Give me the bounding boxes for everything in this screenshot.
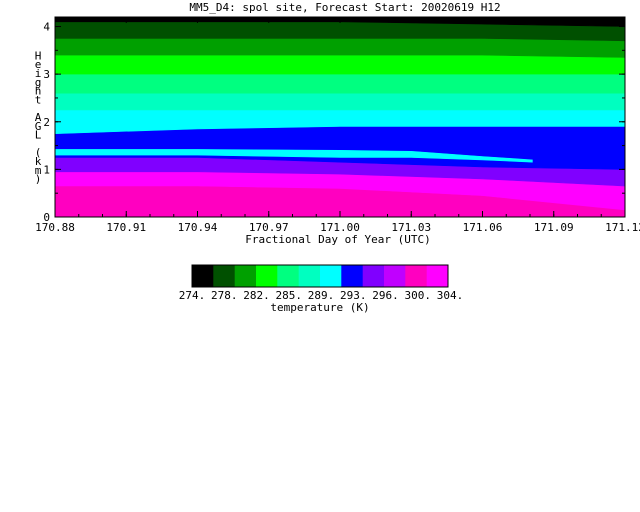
colorbar: 274. 278. 282. 285. 289. 293. 296. 300. 304. [179,264,464,302]
y-tick-label: 2 [43,116,50,129]
colorbar-swatch [256,265,278,287]
x-axis: 170.88 170.91 170.94 170.97 171.00 171.03 171.… [35,17,640,234]
y-axis-label-char: h [35,85,42,98]
chart-title: MM5_D4: spol site, Forecast Start: 20020… [189,1,500,14]
colorbar-tick-label: 296. [372,289,399,302]
y-tick-label: 0 [43,211,50,224]
colorbar-swatch [277,265,300,287]
y-axis-label-char: G [35,120,42,133]
x-tick-label: 170.91 [106,221,146,234]
y-tick-label: 3 [43,68,50,81]
y-axis: 0 1 2 3 4 [43,21,625,224]
colorbar-tick-label: 293. [340,289,367,302]
contour-band-5 [54,92,626,111]
x-axis-label: Fractional Day of Year (UTC) [245,233,430,246]
y-axis-label-char: ) [35,173,42,186]
y-tick-label: 1 [43,163,50,176]
colorbar-swatch [192,265,214,287]
colorbar-tick-label: 278. [211,289,238,302]
contour-band-8 [54,38,626,58]
y-axis-label-char: g [35,76,42,89]
y-axis-label-char: t [35,93,42,106]
colorbar-swatch [320,265,342,287]
y-axis-label-char: ( [35,146,42,159]
colorbar-tick-label: 285. [276,289,303,302]
y-axis-label-char: m [35,164,42,177]
colorbar-swatch [426,265,449,287]
x-tick-label: 171.03 [391,221,431,234]
colorbar-swatch [298,265,321,287]
contour-band-7 [54,54,626,75]
colorbar-label: temperature (K) [270,301,369,314]
colorbar-swatch [213,265,236,287]
y-axis-label-char: A [35,111,42,124]
x-tick-label: 171.09 [534,221,574,234]
x-tick-label: 171.06 [463,221,503,234]
colorbar-swatch [384,265,406,287]
x-tick-label: 171.00 [320,221,360,234]
colorbar-swatch [341,265,364,287]
y-tick-label: 4 [43,21,50,34]
plot-fill [54,16,626,218]
x-tick-label: 170.94 [178,221,218,234]
y-axis-label-char: L [35,129,42,142]
colorbar-tick-label: 282. [243,289,270,302]
y-axis-label-char: H [35,49,42,62]
colorbar-swatch [405,265,428,287]
colorbar-swatch [362,265,385,287]
contour-band-6 [54,73,626,94]
x-tick-label: 170.88 [35,221,75,234]
y-axis-label-char: e [35,58,42,71]
colorbar-frame [191,264,449,288]
x-tick-label: 171.12 [605,221,640,234]
colorbar-tick-label: 289. [308,289,335,302]
contour-filament [54,149,533,163]
colorbar-tick-label: 304. [437,289,464,302]
colorbar-tick-label: 274. [179,289,206,302]
colorbar-tick-label: 300. [405,289,432,302]
x-tick-label: 170.97 [249,221,289,234]
y-axis-label-char: i [35,67,42,80]
colorbar-swatch [234,265,257,287]
y-axis-label-char: k [35,155,42,168]
